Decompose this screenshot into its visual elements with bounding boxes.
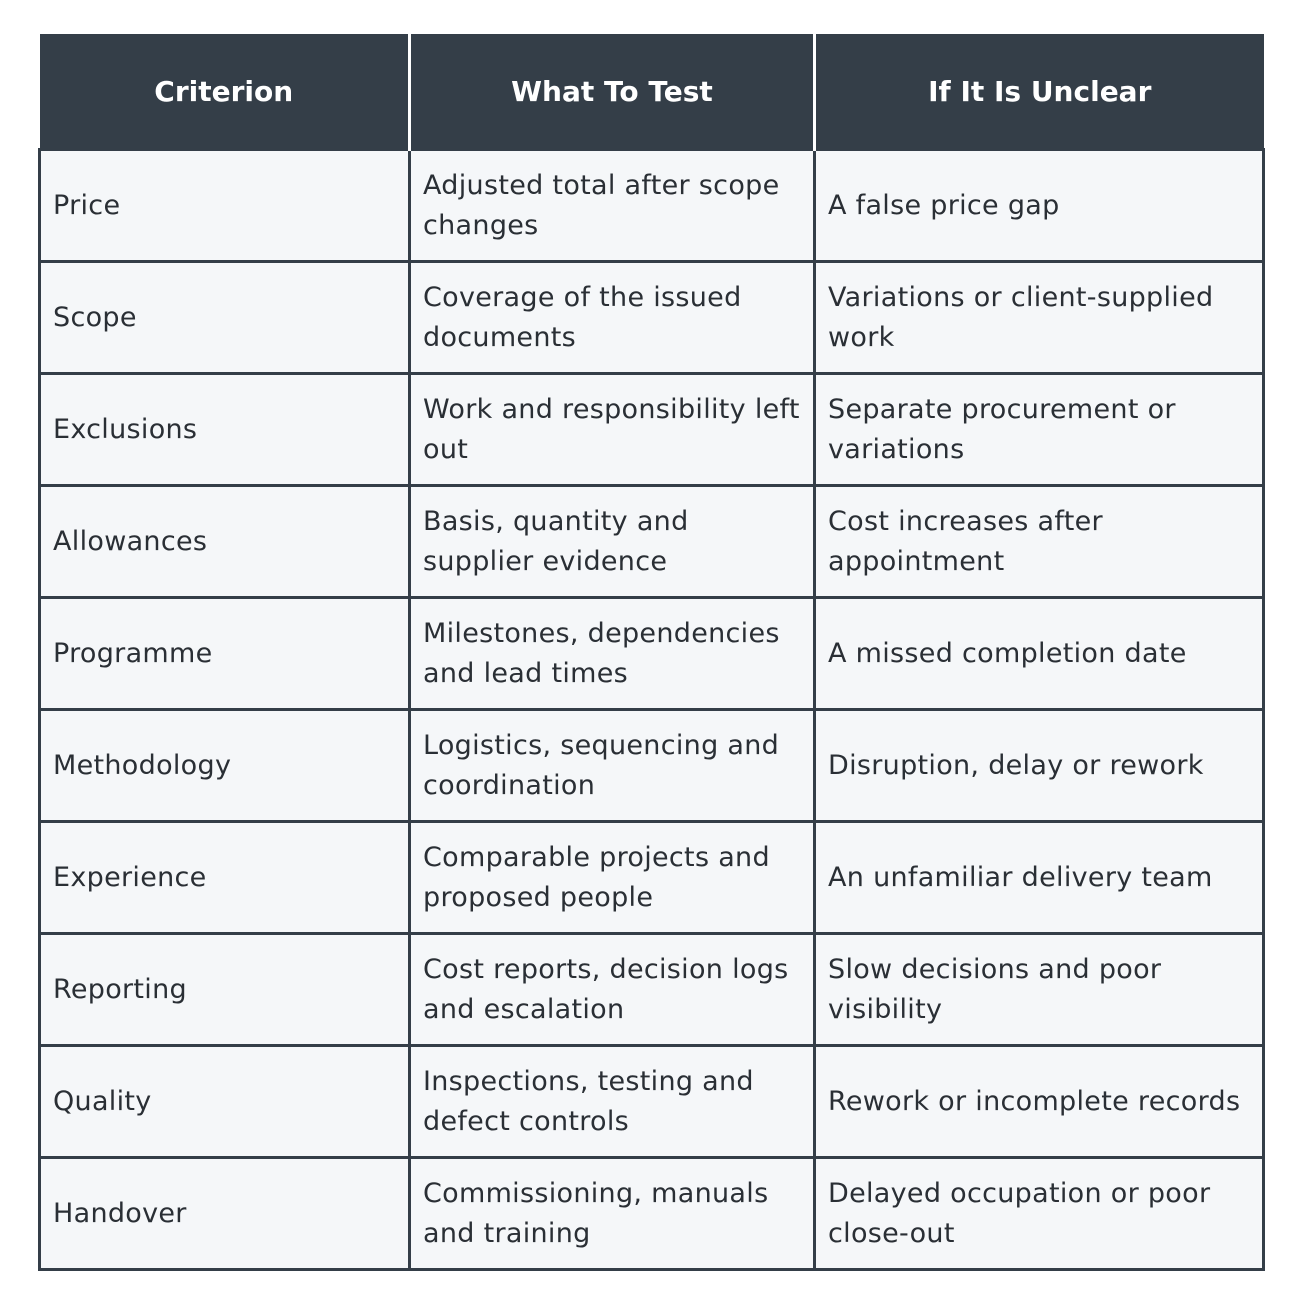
table-row: Scope Coverage of the issued documents Var… xyxy=(38,260,1265,375)
table-body: Price Adjusted total after scope changes A… xyxy=(38,148,1265,1271)
table-cell: Methodology xyxy=(38,708,411,823)
table-cell: Reporting xyxy=(38,932,411,1047)
table-cell: Basis, quantity and supplier evidence xyxy=(408,484,816,599)
table-cell: Delayed occupation or poor close-out xyxy=(813,1156,1265,1271)
table-cell: Programme xyxy=(38,596,411,711)
table-cell: Coverage of the issued documents xyxy=(408,260,816,375)
table-cell: Exclusions xyxy=(38,372,411,487)
table-cell: Logistics, sequencing and coordination xyxy=(408,708,816,823)
table-cell: Quality xyxy=(38,1044,411,1159)
table-cell: Separate procurement or variations xyxy=(813,372,1265,487)
table-cell: Variations or client-supplied work xyxy=(813,260,1265,375)
table-row: Programme Milestones, dependencies and le… xyxy=(38,596,1265,711)
header-row: Criterion What To Test If It Is Unclear xyxy=(39,34,1264,150)
table-row: Quality Inspections, testing and defect c… xyxy=(38,1044,1265,1159)
table-cell: Milestones, dependencies and lead times xyxy=(408,596,816,711)
table-row: Experience Comparable projects and propos… xyxy=(38,820,1265,935)
table-cell: Price xyxy=(38,148,411,263)
table-cell: A missed completion date xyxy=(813,596,1265,711)
table-row: Methodology Logistics, sequencing and coo… xyxy=(38,708,1265,823)
table-cell: Disruption, delay or rework xyxy=(813,708,1265,823)
table-cell: Rework or incomplete records xyxy=(813,1044,1265,1159)
column-header: What To Test xyxy=(408,34,815,150)
table-cell: A false price gap xyxy=(813,148,1265,263)
table-cell: Handover xyxy=(38,1156,411,1271)
table-cell: Adjusted total after scope changes xyxy=(408,148,816,263)
column-header: Criterion xyxy=(39,34,410,150)
table: Criterion What To Test If It Is Unclear Pr… xyxy=(38,34,1265,1271)
table-row: Exclusions Work and responsibility left o… xyxy=(38,372,1265,487)
table-cell: Comparable projects and proposed people xyxy=(408,820,816,935)
table-cell: Allowances xyxy=(38,484,411,599)
table-cell: Experience xyxy=(38,820,411,935)
table-row: Reporting Cost reports, decision logs and… xyxy=(38,932,1265,1047)
table-row: Handover Commissioning, manuals and train… xyxy=(38,1156,1265,1271)
table-row: Allowances Basis, quantity and supplier e… xyxy=(38,484,1265,599)
table-cell: Cost reports, decision logs and escalati… xyxy=(408,932,816,1047)
table-cell: Commissioning, manuals and training xyxy=(408,1156,816,1271)
table-cell: Work and responsibility left out xyxy=(408,372,816,487)
table-row: Price Adjusted total after scope changes A… xyxy=(38,148,1265,263)
column-header: If It Is Unclear xyxy=(813,34,1264,150)
table-cell: Cost increases after appointment xyxy=(813,484,1265,599)
table-cell: Slow decisions and poor visibility xyxy=(813,932,1265,1047)
table-cell: Inspections, testing and defect controls xyxy=(408,1044,816,1159)
table-cell: Scope xyxy=(38,260,411,375)
table-cell: An unfamiliar delivery team xyxy=(813,820,1265,935)
